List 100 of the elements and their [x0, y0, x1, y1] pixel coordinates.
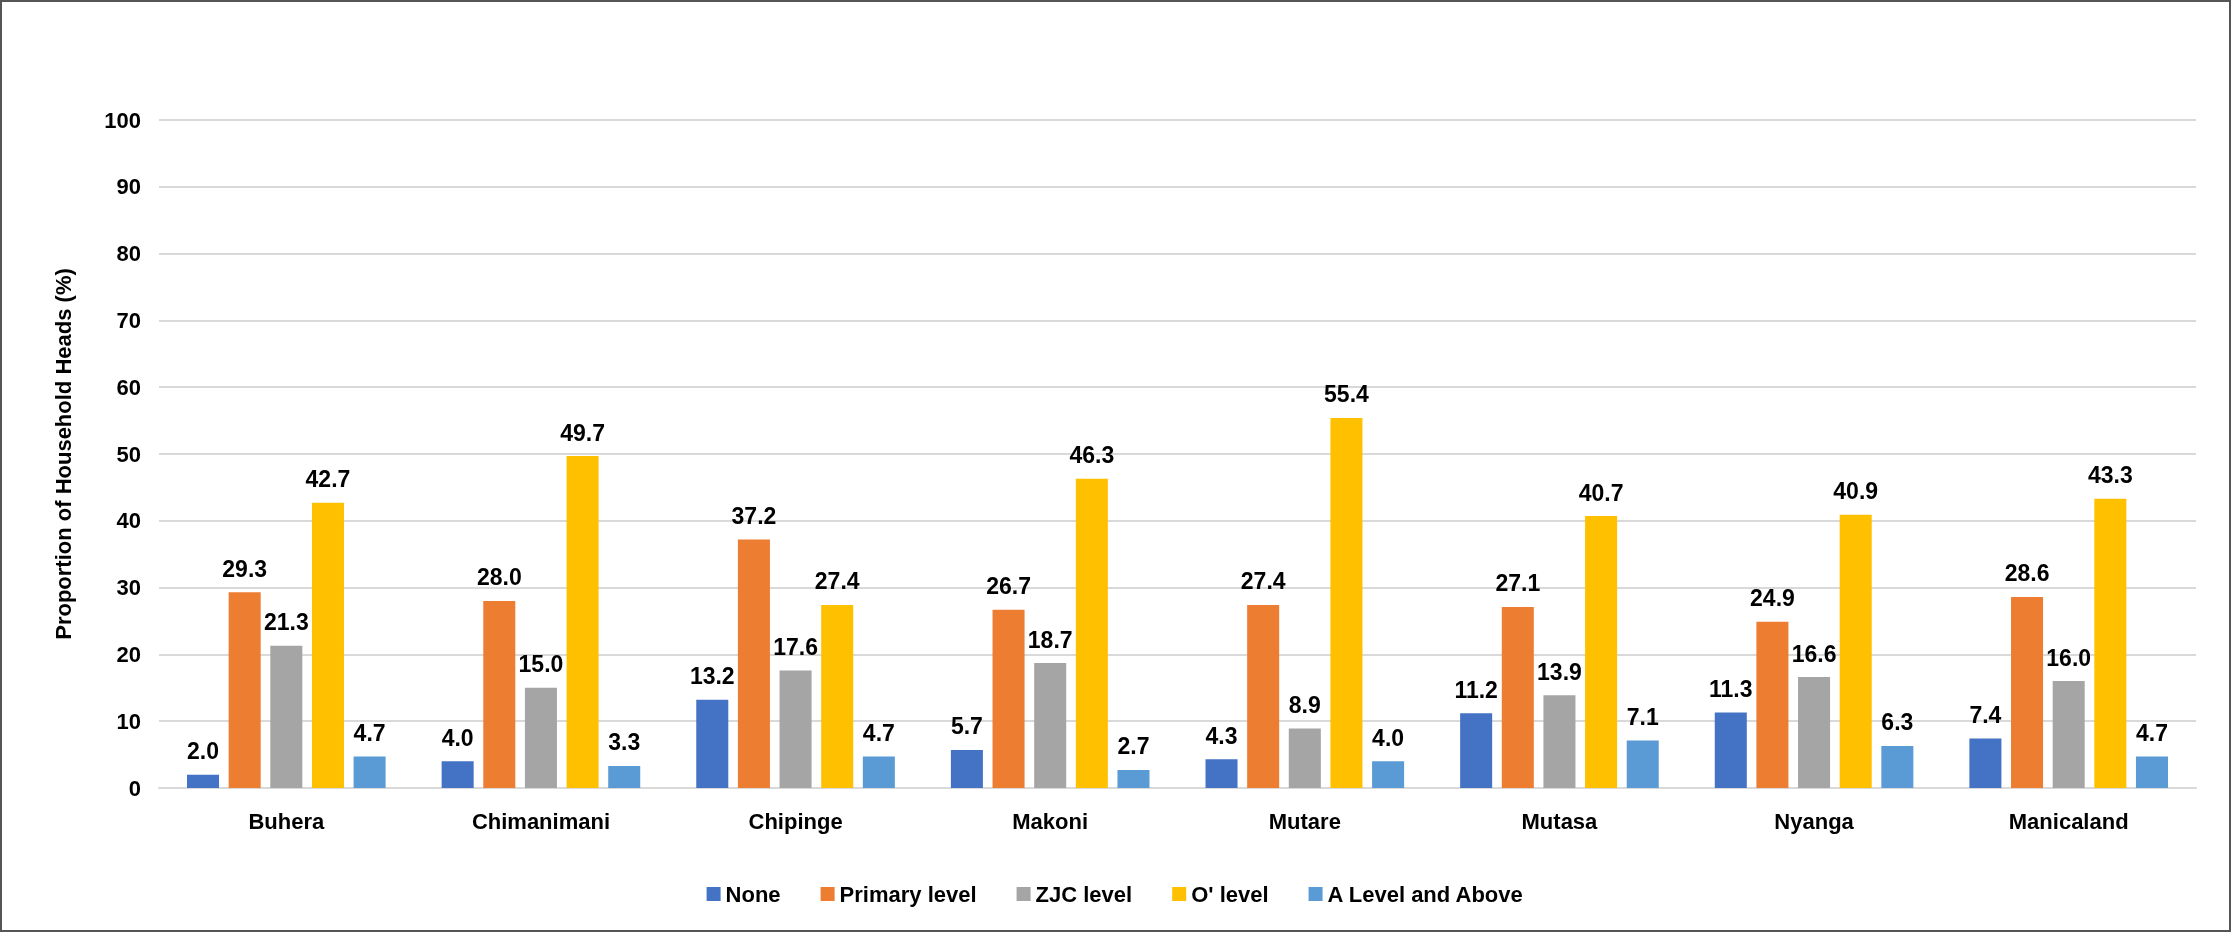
data-label: 7.4 — [1969, 702, 2002, 729]
bar — [1798, 677, 1831, 788]
data-label: 26.7 — [986, 573, 1031, 600]
bar — [1969, 738, 2002, 788]
bar — [950, 749, 983, 788]
x-tick-label: Buhera — [248, 808, 325, 834]
data-label: 4.0 — [1372, 724, 1405, 751]
x-tick-label: Nyanga — [1774, 808, 1855, 834]
data-label: 28.0 — [476, 564, 522, 591]
x-tick-label: Makoni — [1012, 808, 1089, 834]
data-label: 27.4 — [814, 568, 860, 595]
data-label: 4.0 — [441, 724, 474, 751]
data-label: 16.6 — [1791, 640, 1837, 667]
legend-label: ZJC level — [1035, 881, 1133, 907]
data-label: 40.9 — [1833, 478, 1879, 505]
bar — [353, 756, 386, 788]
bar — [1288, 728, 1321, 788]
bar — [1501, 606, 1534, 788]
bar — [821, 604, 854, 788]
bar — [1460, 713, 1493, 788]
data-label: 27.4 — [1240, 568, 1286, 595]
bar — [779, 670, 812, 788]
y-tick-label: 70 — [116, 307, 141, 333]
data-label: 17.6 — [773, 633, 818, 660]
data-label: 6.3 — [1881, 709, 1914, 736]
data-label: 15.0 — [518, 651, 564, 678]
y-tick-label: 50 — [116, 441, 141, 467]
bar — [608, 765, 641, 788]
bar — [566, 456, 599, 788]
data-label: 46.3 — [1069, 442, 1115, 469]
x-tick-label: Mutasa — [1521, 808, 1599, 834]
bar — [2011, 596, 2044, 788]
data-label: 13.9 — [1537, 658, 1582, 685]
bar — [187, 774, 220, 788]
bar — [1330, 417, 1363, 788]
bar — [524, 687, 557, 788]
data-label: 42.7 — [305, 466, 351, 493]
bar — [1839, 514, 1872, 788]
x-tick-label: Chimanimani — [471, 808, 611, 834]
data-label: 3.3 — [608, 729, 641, 756]
bar — [311, 502, 344, 788]
y-tick-label: 20 — [116, 641, 141, 667]
y-tick-label: 60 — [116, 374, 141, 400]
bar — [1075, 478, 1108, 788]
data-label: 5.7 — [950, 713, 983, 740]
bar — [441, 761, 474, 788]
bar — [1372, 761, 1405, 788]
data-label: 24.9 — [1750, 585, 1795, 612]
y-tick-label: 40 — [116, 508, 141, 534]
y-tick-label: 90 — [116, 174, 141, 200]
y-tick-label: 10 — [116, 708, 141, 734]
data-label: 4.7 — [2135, 720, 2168, 747]
legend-label: Primary level — [839, 881, 977, 907]
legend-label: None — [725, 881, 781, 907]
bar — [1034, 663, 1067, 788]
bar — [2094, 498, 2127, 788]
bar — [737, 539, 770, 788]
data-label: 8.9 — [1288, 692, 1321, 719]
bar — [1881, 745, 1914, 788]
data-label: 13.2 — [689, 663, 735, 690]
bar — [696, 699, 729, 788]
bar — [1247, 604, 1280, 788]
data-label: 49.7 — [560, 419, 605, 446]
data-label: 4.3 — [1205, 722, 1238, 749]
bar — [1543, 695, 1576, 788]
data-label: 7.1 — [1626, 704, 1659, 731]
y-axis-title: Proportion of Household Heads (%) — [50, 268, 76, 640]
data-label: 28.6 — [2004, 560, 2050, 587]
data-label: 29.3 — [222, 555, 268, 582]
data-label: 43.3 — [2087, 462, 2133, 489]
data-label: 16.0 — [2046, 644, 2092, 671]
y-tick-label: 0 — [128, 775, 141, 801]
bar — [270, 645, 303, 788]
bar — [1205, 759, 1238, 788]
data-label: 2.7 — [1117, 733, 1150, 760]
x-tick-label: Mutare — [1268, 808, 1341, 834]
data-label: 11.3 — [1709, 676, 1753, 703]
bar — [2135, 756, 2168, 788]
legend-label: O' level — [1191, 881, 1269, 907]
data-label: 18.7 — [1027, 626, 1073, 653]
bar — [2052, 681, 2085, 788]
bar — [483, 600, 516, 788]
data-label: 55.4 — [1324, 381, 1370, 408]
bar — [862, 756, 895, 788]
data-label: 40.7 — [1578, 479, 1624, 506]
y-tick-label: 100 — [104, 107, 141, 133]
data-label: 21.3 — [263, 609, 309, 636]
y-tick-label: 80 — [116, 241, 141, 267]
x-tick-label: Chipinge — [748, 808, 843, 834]
bar — [1626, 740, 1659, 788]
bar — [1117, 769, 1150, 788]
bar — [1756, 621, 1789, 788]
data-label: 4.7 — [862, 720, 895, 747]
bar — [1714, 712, 1747, 788]
x-tick-label: Manicaland — [2008, 808, 2129, 834]
bar — [1585, 516, 1618, 788]
bar — [228, 592, 261, 788]
data-label: 27.1 — [1495, 570, 1541, 597]
bar — [992, 609, 1025, 788]
data-label: 37.2 — [731, 503, 777, 529]
